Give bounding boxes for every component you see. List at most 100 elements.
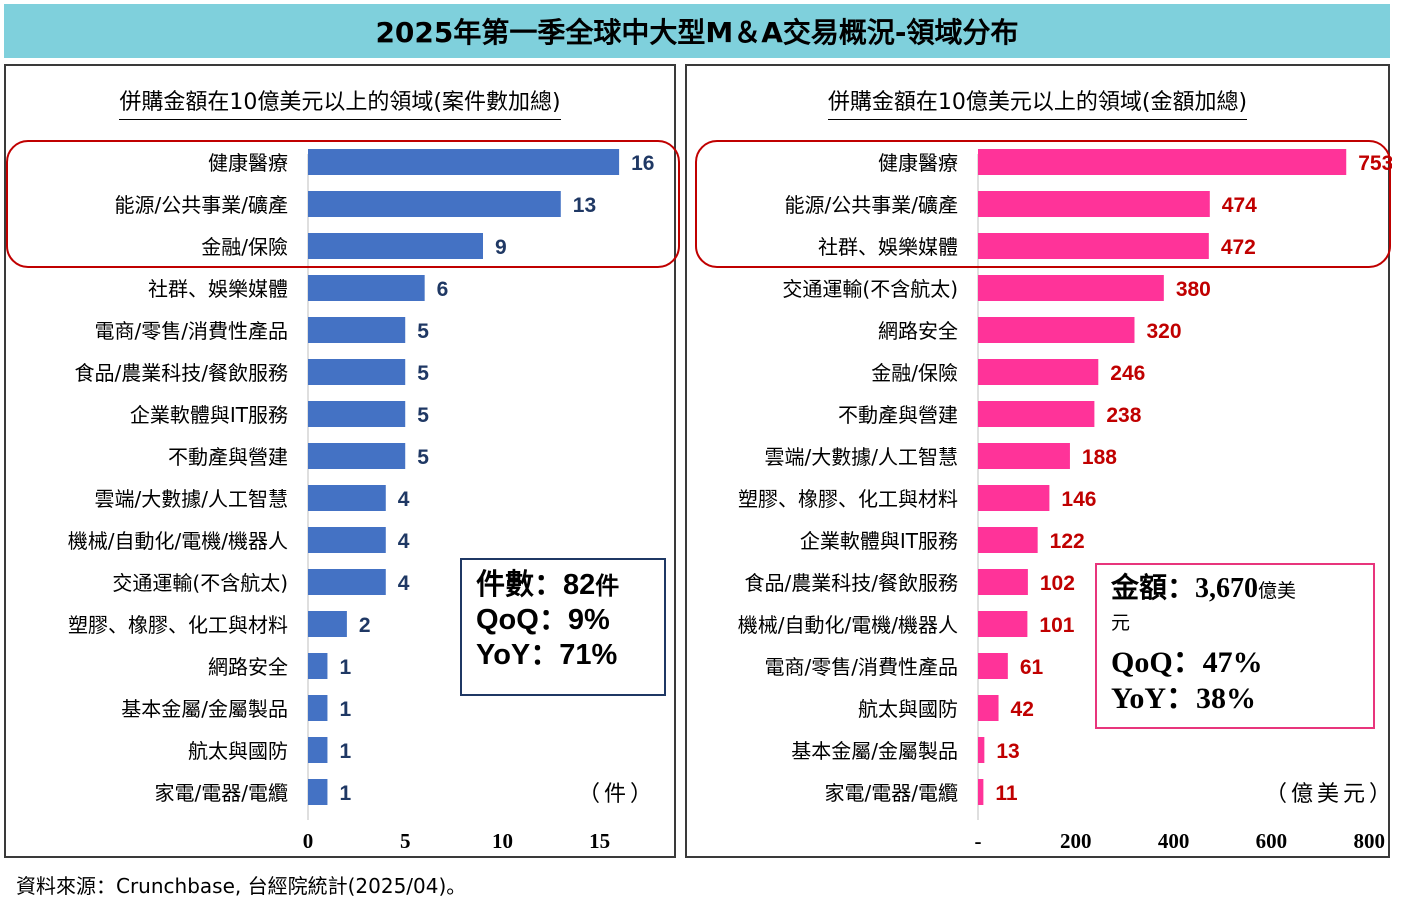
bar — [978, 737, 985, 763]
x-tick-label: 200 — [1060, 829, 1092, 853]
data-label: 5 — [417, 404, 429, 427]
amount-value: 3,670 — [1195, 573, 1259, 604]
bar — [978, 569, 1028, 595]
category-label: 社群、娛樂媒體 — [148, 277, 288, 301]
data-label: 238 — [1106, 404, 1141, 427]
bar — [978, 401, 1095, 427]
bar — [308, 359, 406, 385]
right-qoq: QoQ：47% — [1111, 646, 1263, 680]
data-label: 4 — [398, 488, 410, 511]
count-value: 82 — [563, 569, 596, 601]
right-chart-title: 併購金額在10億美元以上的領域(金額加總) — [827, 90, 1248, 120]
data-label: 474 — [1222, 194, 1257, 217]
bar — [978, 233, 1209, 259]
data-label: 146 — [1061, 488, 1096, 511]
count-unit: 件 — [595, 573, 620, 600]
data-label: 6 — [437, 278, 449, 301]
bar — [308, 569, 386, 595]
category-label: 家電/電器/電纜 — [155, 781, 288, 805]
category-label: 金融/保險 — [871, 361, 958, 385]
bar — [978, 527, 1038, 553]
bar — [308, 527, 386, 553]
data-label: 4 — [398, 572, 410, 595]
category-label: 網路安全 — [878, 319, 958, 343]
data-label: 122 — [1050, 530, 1085, 553]
bar — [978, 611, 1028, 637]
data-label: 246 — [1110, 362, 1145, 385]
data-label: 13 — [996, 740, 1019, 763]
data-label: 13 — [573, 194, 596, 217]
category-label: 機械/自動化/電機/機器人 — [738, 613, 958, 637]
data-label: 1 — [339, 698, 351, 721]
bar — [978, 191, 1210, 217]
category-label: 基本金屬/金屬製品 — [791, 739, 958, 763]
category-label: 機械/自動化/電機/機器人 — [68, 529, 288, 553]
left-unit-label: （件） — [578, 782, 657, 807]
data-label: 1 — [339, 782, 351, 805]
data-label: 320 — [1146, 320, 1181, 343]
data-label: 380 — [1176, 278, 1211, 301]
bar — [978, 275, 1164, 301]
bar — [308, 485, 386, 511]
category-label: 食品/農業科技/餐飲服務 — [75, 361, 288, 385]
category-label: 食品/農業科技/餐飲服務 — [745, 571, 958, 595]
right-top3-highlight — [695, 140, 1391, 268]
left-qoq: QoQ：9% — [476, 603, 610, 636]
category-label: 雲端/大數據/人工智慧 — [95, 487, 288, 511]
x-tick-label: 5 — [400, 829, 411, 853]
data-label: 42 — [1011, 698, 1034, 721]
amount-label: 金額： — [1111, 573, 1196, 604]
source-note: 資料來源：Crunchbase, 台經院統計(2025/04)。 — [16, 874, 467, 898]
data-label: 61 — [1020, 656, 1044, 679]
bar — [308, 443, 406, 469]
bar — [978, 317, 1135, 343]
data-label: 472 — [1221, 236, 1256, 259]
category-label: 金融/保險 — [201, 235, 288, 259]
bar — [978, 359, 1099, 385]
x-tick-label: 15 — [589, 829, 610, 853]
category-label: 不動產與營建 — [838, 403, 958, 427]
category-label: 基本金屬/金屬製品 — [121, 697, 288, 721]
left-yoy: YoY：71% — [476, 638, 618, 671]
category-label: 交通運輸(不含航太) — [782, 277, 958, 301]
left-bar-chart: 健康醫療 16 能源/公共事業/礦產 13 金融/保險 9 社群、娛樂媒體 6 電商/零售/消費… — [68, 149, 654, 853]
left-chart-title: 併購金額在10億美元以上的領域(案件數加總) — [119, 90, 561, 120]
data-label: 4 — [398, 530, 410, 553]
left-top3-highlight — [6, 140, 680, 268]
category-label: 交通運輸(不含航太) — [112, 571, 288, 595]
bar — [308, 653, 328, 679]
data-label: 1 — [339, 740, 351, 763]
bar — [308, 233, 483, 259]
left-summary-box: 件數：82件 QoQ：9% YoY：71% — [460, 558, 666, 696]
data-label: 5 — [417, 362, 429, 385]
right-unit-label: （億美元） — [1265, 782, 1396, 807]
category-label: 電商/零售/消費性產品 — [95, 319, 288, 343]
category-label: 企業軟體與IT服務 — [800, 529, 958, 553]
bar — [308, 317, 406, 343]
data-label: 1 — [339, 656, 351, 679]
bar — [308, 695, 328, 721]
bar — [978, 695, 999, 721]
bar — [978, 779, 984, 805]
category-label: 電商/零售/消費性產品 — [765, 655, 958, 679]
bar — [978, 653, 1008, 679]
amount-unit-b: 元 — [1111, 613, 1131, 635]
category-label: 航太與國防 — [188, 739, 288, 763]
x-tick-label: 400 — [1158, 829, 1190, 853]
left-chart-panel: 併購金額在10億美元以上的領域(案件數加總) 健康醫療 16 能源/公共事業/礦產 1… — [4, 64, 680, 858]
bar — [308, 191, 561, 217]
bar — [308, 401, 406, 427]
category-label: 企業軟體與IT服務 — [130, 403, 288, 427]
category-label: 健康醫療 — [878, 151, 958, 175]
data-label: 9 — [495, 236, 507, 259]
x-tick-label: 800 — [1353, 829, 1385, 853]
amount-unit-a: 億美 — [1258, 581, 1297, 602]
category-label: 塑膠、橡膠、化工與材料 — [68, 613, 288, 637]
data-label: 101 — [1039, 614, 1074, 637]
data-label: 16 — [631, 152, 654, 175]
x-tick-label: - — [975, 829, 982, 853]
data-label: 5 — [417, 446, 429, 469]
category-label: 網路安全 — [208, 655, 288, 679]
category-label: 健康醫療 — [208, 151, 288, 175]
